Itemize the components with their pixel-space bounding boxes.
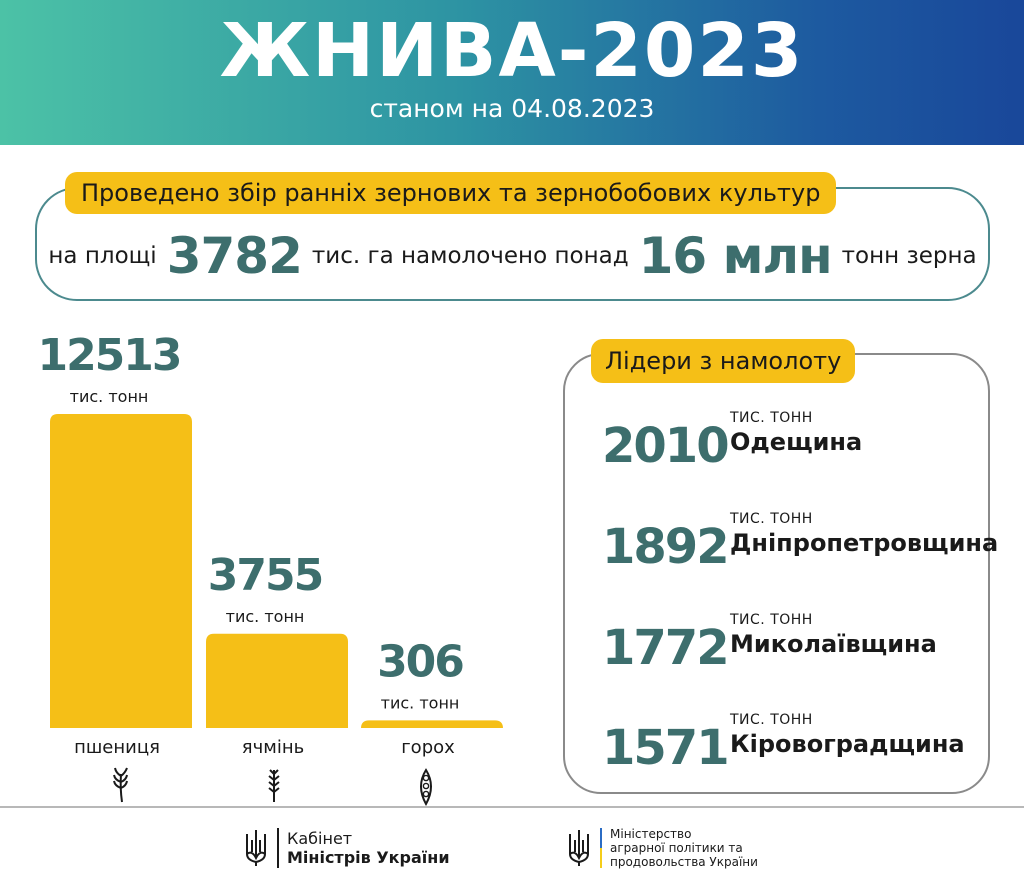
flag-separator [600,828,602,868]
leader-value: 1772 [602,620,730,676]
chart-bar [361,720,503,729]
summary-area-value: 3782 [166,227,303,285]
pea-icon [422,782,430,790]
ministry-line1: Міністерство [610,827,692,841]
leader-region: Одещина [730,428,863,456]
summary-grain-value: 16 млн [638,227,833,285]
trident-icon [246,830,266,866]
category-label: горох [401,737,455,758]
leader-value: 1892 [602,519,730,575]
pea-icon [422,790,430,798]
header-banner: ЖНИВА-2023 станом на 04.08.2023 [0,0,1024,145]
chart-bar [50,414,192,728]
summary-middle: тис. га намолочено понад [311,243,629,269]
pea-pod-icon [420,768,432,807]
cabinet-logo: Кабінет Міністрів України [243,824,450,872]
pea-icon [422,774,430,782]
leader-value: 1571 [602,720,730,776]
ministry-logo: Міністерство аграрної політики та продов… [566,824,758,872]
chart-svg: 12513 тис. тонн пшениця 3755 тис. тонн ячмінь… [37,330,503,807]
leader-region: Кіровоградщина [730,730,965,758]
leaders-title: Лідери з намолоту [591,339,856,383]
page-subtitle: станом на 04.08.2023 [369,94,655,123]
logo-separator [277,828,279,868]
leader-region: Дніпропетровщина [730,529,999,557]
chart-bar [206,633,348,728]
ministry-line2: аграрної політики та [610,841,743,855]
trident-icon [569,830,589,866]
summary-line: на площі 3782 тис. га намолочено понад 1… [40,224,985,288]
leader-region: Миколаївщина [730,630,937,658]
leader-unit: ТИС. ТОНН [730,612,813,628]
footer: Кабінет Міністрів України Міністерство а… [0,808,1024,887]
harvest-bar-chart: 12513 тис. тонн пшениця 3755 тис. тонн ячмінь… [0,300,540,810]
leader-row: 1772 ТИС. ТОНН Миколаївщина [600,612,980,682]
page-title: ЖНИВА-2023 [219,8,805,94]
leader-unit: ТИС. ТОНН [730,712,813,728]
footer-divider [0,806,1024,808]
leader-row: 1571 ТИС. ТОНН Кіровоградщина [600,712,980,782]
leader-unit: ТИС. ТОНН [730,511,813,527]
bar-unit-label: тис. тонн [226,607,305,626]
bar-unit-label: тис. тонн [70,387,149,406]
summary-prefix: на площі [48,243,157,269]
category-label: пшениця [74,737,160,758]
bar-value-label: 3755 [208,550,322,601]
summary-title: Проведено збір ранніх зернових та зерноб… [65,172,837,214]
leader-row: 2010 ТИС. ТОНН Одещина [600,410,980,480]
leader-row: 1892 ТИС. ТОНН Дніпропетровщина [600,511,998,581]
cabinet-line1: Кабінет [287,829,353,848]
summary-suffix: тонн зерна [841,243,977,269]
wheat-icon [113,767,128,803]
cabinet-line2: Міністрів України [287,848,450,867]
bar-value-label: 306 [377,636,463,687]
barley-icon [268,769,280,802]
leader-unit: ТИС. ТОНН [730,410,813,426]
bar-unit-label: тис. тонн [381,693,460,712]
ministry-line3: продовольства України [610,855,758,869]
category-label: ячмінь [242,737,304,758]
leader-value: 2010 [602,418,730,474]
bar-value-label: 12513 [37,330,180,381]
leaders-box [563,353,990,794]
